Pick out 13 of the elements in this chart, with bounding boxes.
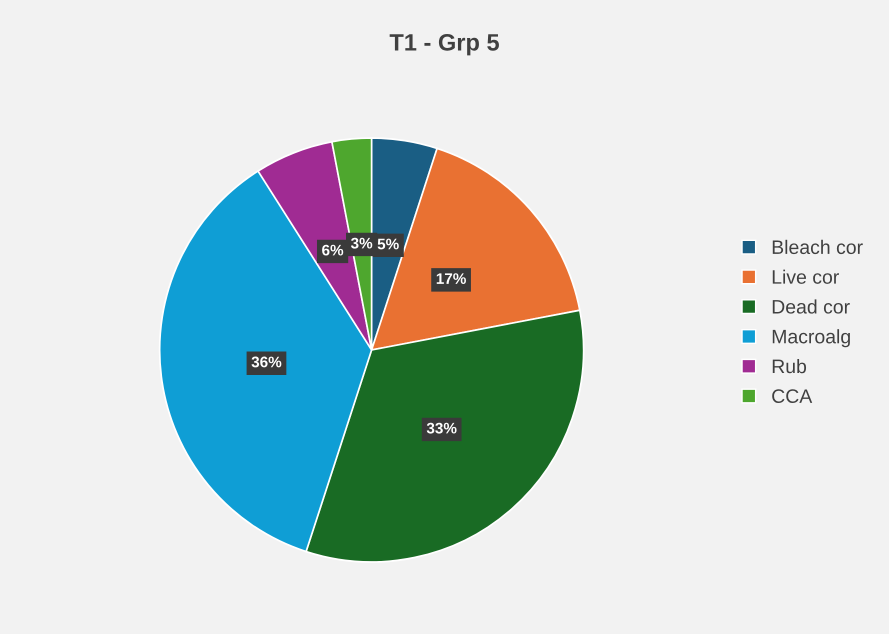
data-label: 6% bbox=[322, 244, 344, 256]
legend-label: Macroalg bbox=[772, 329, 850, 348]
legend-label: Dead cor bbox=[772, 299, 850, 314]
legend-label: Bleach cor bbox=[772, 240, 863, 254]
data-label: 17% bbox=[436, 273, 466, 284]
data-label: 5% bbox=[378, 238, 399, 250]
data-label: 36% bbox=[252, 356, 282, 368]
legend-label: Live cor bbox=[772, 270, 839, 284]
legend-label: CCA bbox=[772, 389, 812, 404]
data-label: 33% bbox=[426, 422, 457, 434]
chart-title: T1 - Grp 5 bbox=[390, 34, 499, 56]
legend-label: Rub bbox=[772, 358, 806, 374]
data-label: 3% bbox=[350, 238, 372, 249]
